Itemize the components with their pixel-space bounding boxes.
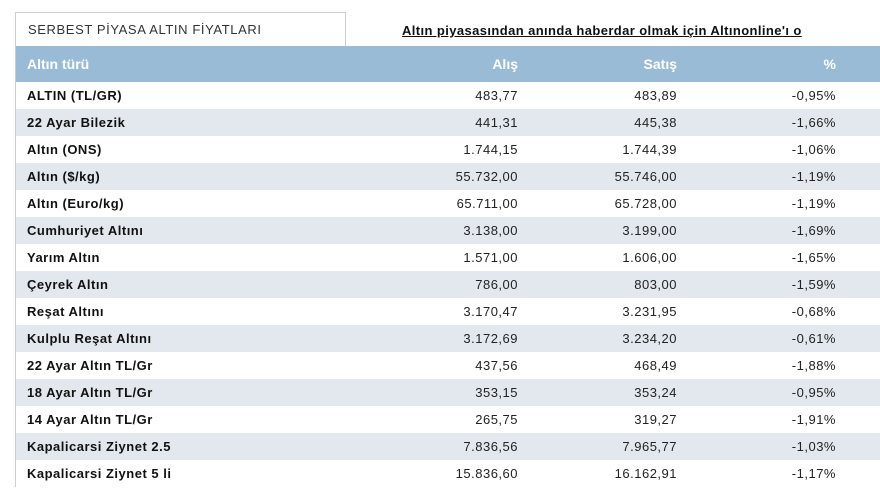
- cell-sell: 3.231,95: [622, 304, 677, 319]
- cell-pct: -1,88%: [791, 358, 836, 373]
- cell-buy: 265,75: [475, 412, 518, 427]
- cell-buy: 7.836,56: [463, 439, 518, 454]
- cell-name: Altın ($/kg): [27, 169, 101, 184]
- cell-pct: -0,68%: [791, 304, 836, 319]
- cell-buy: 55.732,00: [455, 169, 518, 184]
- table-row: Altın ($/kg) 55.732,00 55.746,00 -1,19%: [16, 163, 880, 190]
- cell-pct: -1,91%: [791, 412, 836, 427]
- cell-sell: 353,24: [634, 385, 677, 400]
- cell-name: Altın (Euro/kg): [27, 196, 125, 211]
- cell-pct: -1,19%: [791, 196, 836, 211]
- header-pct: %: [823, 56, 836, 72]
- cell-pct: -0,61%: [791, 331, 836, 346]
- cell-name: Yarım Altın: [27, 250, 100, 265]
- table-row: Kulplu Reşat Altını 3.172,69 3.234,20 -0,61…: [16, 325, 880, 352]
- cell-sell: 65.728,00: [614, 196, 677, 211]
- cell-name: Altın (ONS): [27, 142, 102, 157]
- cell-name: 18 Ayar Altın TL/Gr: [27, 385, 153, 400]
- cell-pct: -1,69%: [791, 223, 836, 238]
- cell-name: Reşat Altını: [27, 304, 105, 319]
- cell-pct: -1,03%: [791, 439, 836, 454]
- cell-buy: 437,56: [475, 358, 518, 373]
- header-name: Altın türü: [27, 56, 90, 72]
- cell-sell: 468,49: [634, 358, 677, 373]
- cell-name: Kapalicarsi Ziynet 5 li: [27, 466, 172, 481]
- table-row: 22 Ayar Altın TL/Gr 437,56 468,49 -1,88%: [16, 352, 880, 379]
- table-row: Kapalicarsi Ziynet 5 li 15.836,60 16.162,9…: [16, 460, 880, 487]
- cell-buy: 483,77: [475, 88, 518, 103]
- cell-sell: 803,00: [634, 277, 677, 292]
- cell-buy: 441,31: [475, 115, 518, 130]
- cell-name: 22 Ayar Bilezik: [27, 115, 126, 130]
- gold-price-table: Altın türü Alış Satış % ALTIN (TL/GR) 483…: [15, 46, 880, 487]
- table-row: Reşat Altını 3.170,47 3.231,95 -0,68%: [16, 298, 880, 325]
- cell-pct: -1,17%: [791, 466, 836, 481]
- cell-sell: 16.162,91: [614, 466, 677, 481]
- table-row: Altın (Euro/kg) 65.711,00 65.728,00 -1,19%: [16, 190, 880, 217]
- table-row: Kapalicarsi Ziynet 2.5 7.836,56 7.965,77 -1…: [16, 433, 880, 460]
- header-buy: Alış: [492, 56, 518, 72]
- cell-buy: 3.172,69: [463, 331, 518, 346]
- cell-buy: 65.711,00: [456, 196, 518, 211]
- cell-name: ALTIN (TL/GR): [27, 88, 123, 103]
- table-row: ALTIN (TL/GR) 483,77 483,89 -0,95%: [16, 82, 880, 109]
- table-row: Çeyrek Altın 786,00 803,00 -1,59%: [16, 271, 880, 298]
- cell-pct: -1,65%: [791, 250, 836, 265]
- cell-name: Çeyrek Altın: [27, 277, 109, 292]
- cell-buy: 353,15: [475, 385, 518, 400]
- cell-sell: 7.965,77: [622, 439, 677, 454]
- cell-pct: -1,66%: [791, 115, 836, 130]
- cell-sell: 1.606,00: [622, 250, 677, 265]
- header-sell: Satış: [643, 56, 677, 72]
- cell-name: Cumhuriyet Altını: [27, 223, 144, 238]
- table-row: 14 Ayar Altın TL/Gr 265,75 319,27 -1,91%: [16, 406, 880, 433]
- promo-link[interactable]: Altın piyasasından anında haberdar olmak…: [402, 23, 802, 38]
- cell-sell: 445,38: [634, 115, 677, 130]
- cell-buy: 1.744,15: [463, 142, 518, 157]
- cell-sell: 55.746,00: [614, 169, 677, 184]
- cell-buy: 3.138,00: [463, 223, 518, 238]
- cell-sell: 1.744,39: [622, 142, 677, 157]
- cell-buy: 3.170,47: [463, 304, 518, 319]
- cell-pct: -1,06%: [791, 142, 836, 157]
- cell-sell: 319,27: [634, 412, 677, 427]
- cell-buy: 786,00: [475, 277, 518, 292]
- table-row: 18 Ayar Altın TL/Gr 353,15 353,24 -0,95%: [16, 379, 880, 406]
- table-row: Cumhuriyet Altını 3.138,00 3.199,00 -1,69%: [16, 217, 880, 244]
- cell-name: 22 Ayar Altın TL/Gr: [27, 358, 153, 373]
- cell-pct: -0,95%: [791, 88, 836, 103]
- tab-serbest-piyasa[interactable]: SERBEST PİYASA ALTIN FİYATLARI: [15, 12, 346, 46]
- table-header: Altın türü Alış Satış %: [16, 46, 880, 82]
- cell-name: Kapalicarsi Ziynet 2.5: [27, 439, 171, 454]
- cell-sell: 483,89: [634, 88, 677, 103]
- cell-pct: -1,19%: [791, 169, 836, 184]
- cell-buy: 15.836,60: [455, 466, 518, 481]
- table-row: Altın (ONS) 1.744,15 1.744,39 -1,06%: [16, 136, 880, 163]
- cell-sell: 3.234,20: [622, 331, 677, 346]
- cell-sell: 3.199,00: [622, 223, 677, 238]
- table-body: ALTIN (TL/GR) 483,77 483,89 -0,95% 22 Ayar B…: [16, 82, 880, 487]
- cell-name: 14 Ayar Altın TL/Gr: [27, 412, 153, 427]
- cell-name: Kulplu Reşat Altını: [27, 331, 152, 346]
- cell-pct: -0,95%: [791, 385, 836, 400]
- table-row: 22 Ayar Bilezik 441,31 445,38 -1,66%: [16, 109, 880, 136]
- cell-buy: 1.571,00: [463, 250, 518, 265]
- table-row: Yarım Altın 1.571,00 1.606,00 -1,65%: [16, 244, 880, 271]
- cell-pct: -1,59%: [791, 277, 836, 292]
